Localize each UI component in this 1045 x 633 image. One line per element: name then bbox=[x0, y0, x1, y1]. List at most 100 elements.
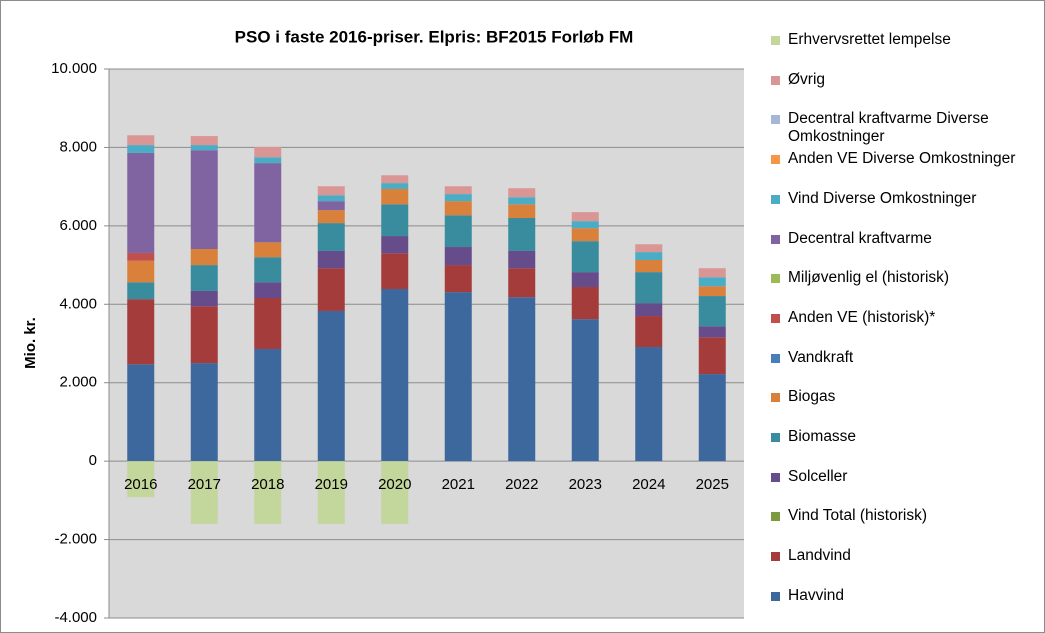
bar-segment bbox=[508, 268, 536, 298]
bar-segment bbox=[190, 150, 218, 249]
legend-swatch bbox=[771, 36, 780, 45]
bar-segment bbox=[317, 310, 345, 462]
bar-segment bbox=[571, 272, 599, 288]
bar-segment bbox=[698, 286, 726, 297]
bar-segment bbox=[127, 299, 155, 365]
bar-segment bbox=[381, 175, 409, 184]
bar-segment bbox=[444, 215, 472, 248]
legend-label: Miljøvenlig el (historisk) bbox=[788, 269, 950, 287]
legend-label: Anden VE Diverse Omkostninger bbox=[788, 150, 1016, 168]
legend-label: Anden VE (historisk)* bbox=[788, 308, 936, 326]
bar-segment bbox=[698, 374, 726, 462]
legend-swatch bbox=[771, 512, 780, 522]
bar-segment bbox=[508, 218, 536, 251]
bar-segment bbox=[508, 297, 536, 462]
bar-segment bbox=[190, 306, 218, 364]
legend-label: Erhvervsrettet lempelse bbox=[788, 31, 951, 48]
bar-segment bbox=[444, 265, 472, 293]
bar-segment bbox=[190, 265, 218, 291]
legend-label: Øvrig bbox=[788, 70, 826, 88]
bar-segment bbox=[127, 252, 155, 261]
bar-segment bbox=[571, 319, 599, 462]
bar-segment bbox=[508, 204, 536, 219]
bar-segment bbox=[254, 461, 282, 524]
x-tick-label: 2023 bbox=[569, 476, 602, 493]
bar-segment bbox=[635, 259, 663, 273]
bar-segment bbox=[635, 272, 663, 304]
x-tick-label: 2017 bbox=[188, 476, 221, 493]
legend-swatch bbox=[771, 393, 780, 403]
bar-segment bbox=[190, 461, 218, 524]
bar-segment bbox=[190, 290, 218, 307]
bar-segment bbox=[127, 461, 155, 498]
x-tick-label: 2020 bbox=[378, 476, 411, 493]
bar-segment bbox=[444, 247, 472, 266]
bar-segment bbox=[381, 461, 409, 524]
legend-label: Havvind bbox=[788, 586, 844, 604]
bar-segment bbox=[190, 363, 218, 462]
legend-label: Decentral kraftvarme Diverse Omkostninge… bbox=[788, 110, 989, 146]
legend-swatch bbox=[771, 274, 780, 284]
bar-segment bbox=[127, 135, 155, 146]
legend-swatch bbox=[771, 433, 780, 442]
bar-segment bbox=[381, 236, 409, 254]
bar-segment bbox=[571, 212, 599, 222]
y-tick-label: -2.000 bbox=[54, 531, 97, 548]
bar-segment bbox=[317, 223, 345, 251]
y-tick-label: 4.000 bbox=[59, 295, 97, 312]
bar-segment bbox=[444, 194, 472, 202]
legend-label: Biomasse bbox=[788, 428, 857, 445]
y-tick-label: 2.000 bbox=[59, 374, 97, 391]
legend-swatch bbox=[771, 75, 780, 85]
y-tick-label: 6.000 bbox=[59, 217, 97, 234]
bar-segment bbox=[571, 228, 599, 242]
bar-segment bbox=[317, 250, 345, 269]
bar-segment bbox=[317, 461, 345, 524]
y-axis-label: Mio. kr. bbox=[22, 317, 39, 369]
legend-swatch bbox=[771, 194, 780, 204]
legend-label: Landvind bbox=[788, 547, 851, 565]
bar-segment bbox=[317, 186, 345, 196]
bar-segment bbox=[571, 287, 599, 320]
bar-segment bbox=[508, 188, 536, 198]
x-tick-label: 2021 bbox=[442, 476, 475, 493]
bar-segment bbox=[254, 163, 282, 243]
bar-segment bbox=[190, 145, 218, 151]
bar-segment bbox=[254, 157, 282, 164]
bar-segment bbox=[317, 210, 345, 224]
bar-segment bbox=[698, 337, 726, 375]
legend-swatch bbox=[771, 353, 780, 363]
bar-segment bbox=[254, 348, 282, 462]
bar-segment bbox=[698, 277, 726, 287]
y-tick-label: 0 bbox=[89, 452, 97, 469]
legend-label: Solceller bbox=[788, 467, 848, 485]
bar-segment bbox=[381, 288, 409, 462]
bar-segment bbox=[127, 145, 155, 153]
y-tick-label: 8.000 bbox=[59, 138, 97, 155]
y-tick-label: -4.000 bbox=[54, 609, 97, 626]
bar-segment bbox=[698, 296, 726, 327]
legend-swatch bbox=[771, 115, 780, 125]
x-tick-label: 2025 bbox=[696, 476, 729, 493]
bar-segment bbox=[381, 253, 409, 289]
bar-segment bbox=[698, 326, 726, 338]
bar-segment bbox=[508, 197, 536, 205]
legend-label: Decentral kraftvarme bbox=[788, 229, 932, 247]
legend-swatch bbox=[771, 472, 780, 482]
bar-segment bbox=[254, 298, 282, 349]
legend-label: Vandkraft bbox=[788, 348, 854, 366]
bar-segment bbox=[317, 195, 345, 202]
bar-segment bbox=[254, 282, 282, 299]
bar-segment bbox=[127, 282, 155, 300]
legend-swatch bbox=[771, 313, 780, 323]
bar-segment bbox=[698, 268, 726, 278]
chart-title: PSO i faste 2016-priser. Elpris: BF2015 … bbox=[235, 27, 634, 46]
bar-segment bbox=[190, 248, 218, 266]
x-tick-label: 2024 bbox=[632, 476, 665, 493]
bar-segment bbox=[317, 268, 345, 311]
x-tick-label: 2018 bbox=[251, 476, 284, 493]
legend-swatch bbox=[771, 591, 780, 601]
bar-segment bbox=[190, 136, 218, 146]
